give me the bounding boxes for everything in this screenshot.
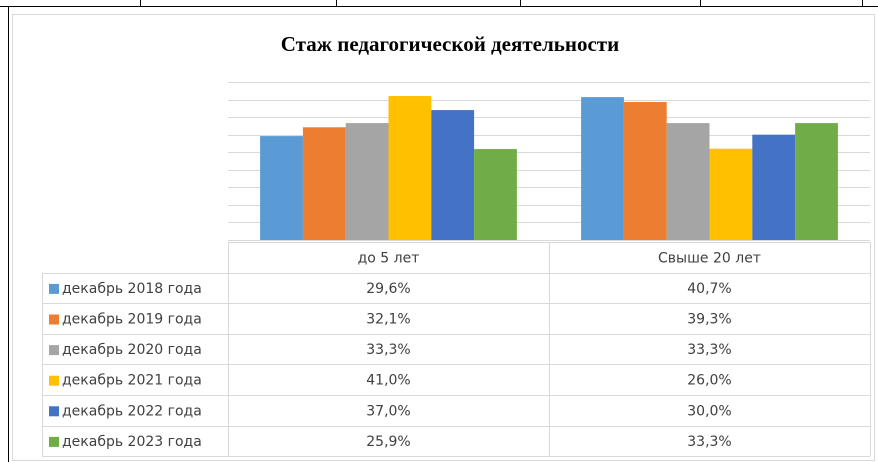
table-value: 40,7% xyxy=(687,281,731,297)
legend-label: декабрь 2021 года xyxy=(62,373,202,389)
chart-border xyxy=(12,14,875,461)
bar xyxy=(795,123,838,240)
bar xyxy=(474,149,517,240)
table-value: 37,0% xyxy=(366,403,410,419)
table-value: 29,6% xyxy=(366,281,410,297)
bar xyxy=(666,123,710,240)
table-value: 25,9% xyxy=(366,434,410,450)
table-value: 32,1% xyxy=(366,312,410,328)
bar xyxy=(260,136,303,240)
legend-swatch xyxy=(49,283,59,294)
category-label: Свыше 20 лет xyxy=(658,250,761,266)
bar xyxy=(302,127,346,240)
legend-swatch xyxy=(49,406,59,417)
bar xyxy=(581,97,624,240)
bar xyxy=(709,148,753,240)
bar xyxy=(752,134,796,240)
legend-swatch xyxy=(49,436,59,447)
table-value: 39,3% xyxy=(687,312,731,328)
bar xyxy=(431,110,475,240)
bar xyxy=(388,96,432,241)
table-value: 41,0% xyxy=(366,373,410,389)
table-value: 33,3% xyxy=(687,434,731,450)
bar xyxy=(623,102,667,240)
table-value: 33,3% xyxy=(366,342,410,358)
legend-label: декабрь 2022 года xyxy=(62,403,202,419)
category-label: до 5 лет xyxy=(358,250,420,266)
legend-label: декабрь 2019 года xyxy=(62,312,202,328)
bar xyxy=(345,123,389,240)
chart-title: Стаж педагогической деятельности xyxy=(281,32,619,56)
legend-swatch xyxy=(49,345,59,356)
table-value: 33,3% xyxy=(687,342,731,358)
legend-swatch xyxy=(49,314,59,325)
legend-swatch xyxy=(49,375,59,386)
table-value: 26,0% xyxy=(687,373,731,389)
table-value: 30,0% xyxy=(687,403,731,419)
legend-label: декабрь 2020 года xyxy=(62,342,202,358)
legend-label: декабрь 2023 года xyxy=(62,434,202,450)
legend-label: декабрь 2018 года xyxy=(62,281,202,297)
